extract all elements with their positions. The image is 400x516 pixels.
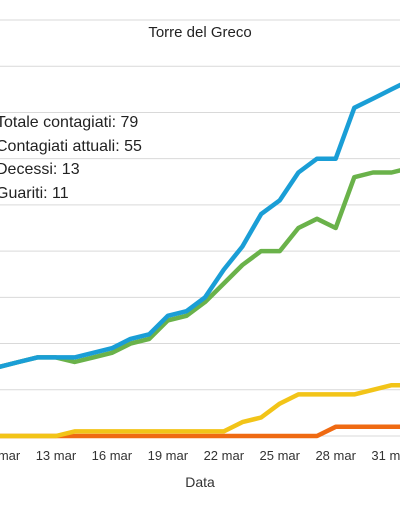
series-layer	[0, 82, 400, 439]
stats-box: Totale contagiati: 79 Contagiati attuali…	[0, 111, 142, 205]
series-line-totale	[0, 82, 400, 369]
x-axis-label: Data	[185, 474, 215, 490]
series-line-guariti	[0, 382, 400, 439]
x-tick-label: 13 mar	[36, 448, 77, 463]
x-tick-label: 10 mar	[0, 448, 21, 463]
stat-decessi: Decessi: 13	[0, 161, 80, 178]
x-tick-label: 16 mar	[92, 448, 133, 463]
stat-contagiati-attuali: Contagiati attuali: 55	[0, 137, 142, 155]
x-tick-label: 22 mar	[204, 448, 245, 463]
x-tick-label: 28 mar	[315, 448, 356, 463]
x-tick-label: 19 mar	[148, 448, 189, 463]
stat-totale-contagiati: Totale contagiati: 79	[0, 114, 139, 131]
grid-layer	[0, 19, 400, 437]
chart-title: Torre del Greco	[148, 24, 252, 41]
tick-layer: 10 mar 13 mar 16 mar 19 mar 22 mar 25 mar 28 m…	[0, 448, 400, 463]
x-tick-label: 31 mar	[371, 448, 400, 463]
series-line-decessi	[0, 424, 400, 439]
x-tick-label: 25 mar	[260, 448, 301, 463]
series-line-attuali	[0, 168, 400, 369]
stat-guariti: Guariti: 11	[0, 184, 69, 202]
